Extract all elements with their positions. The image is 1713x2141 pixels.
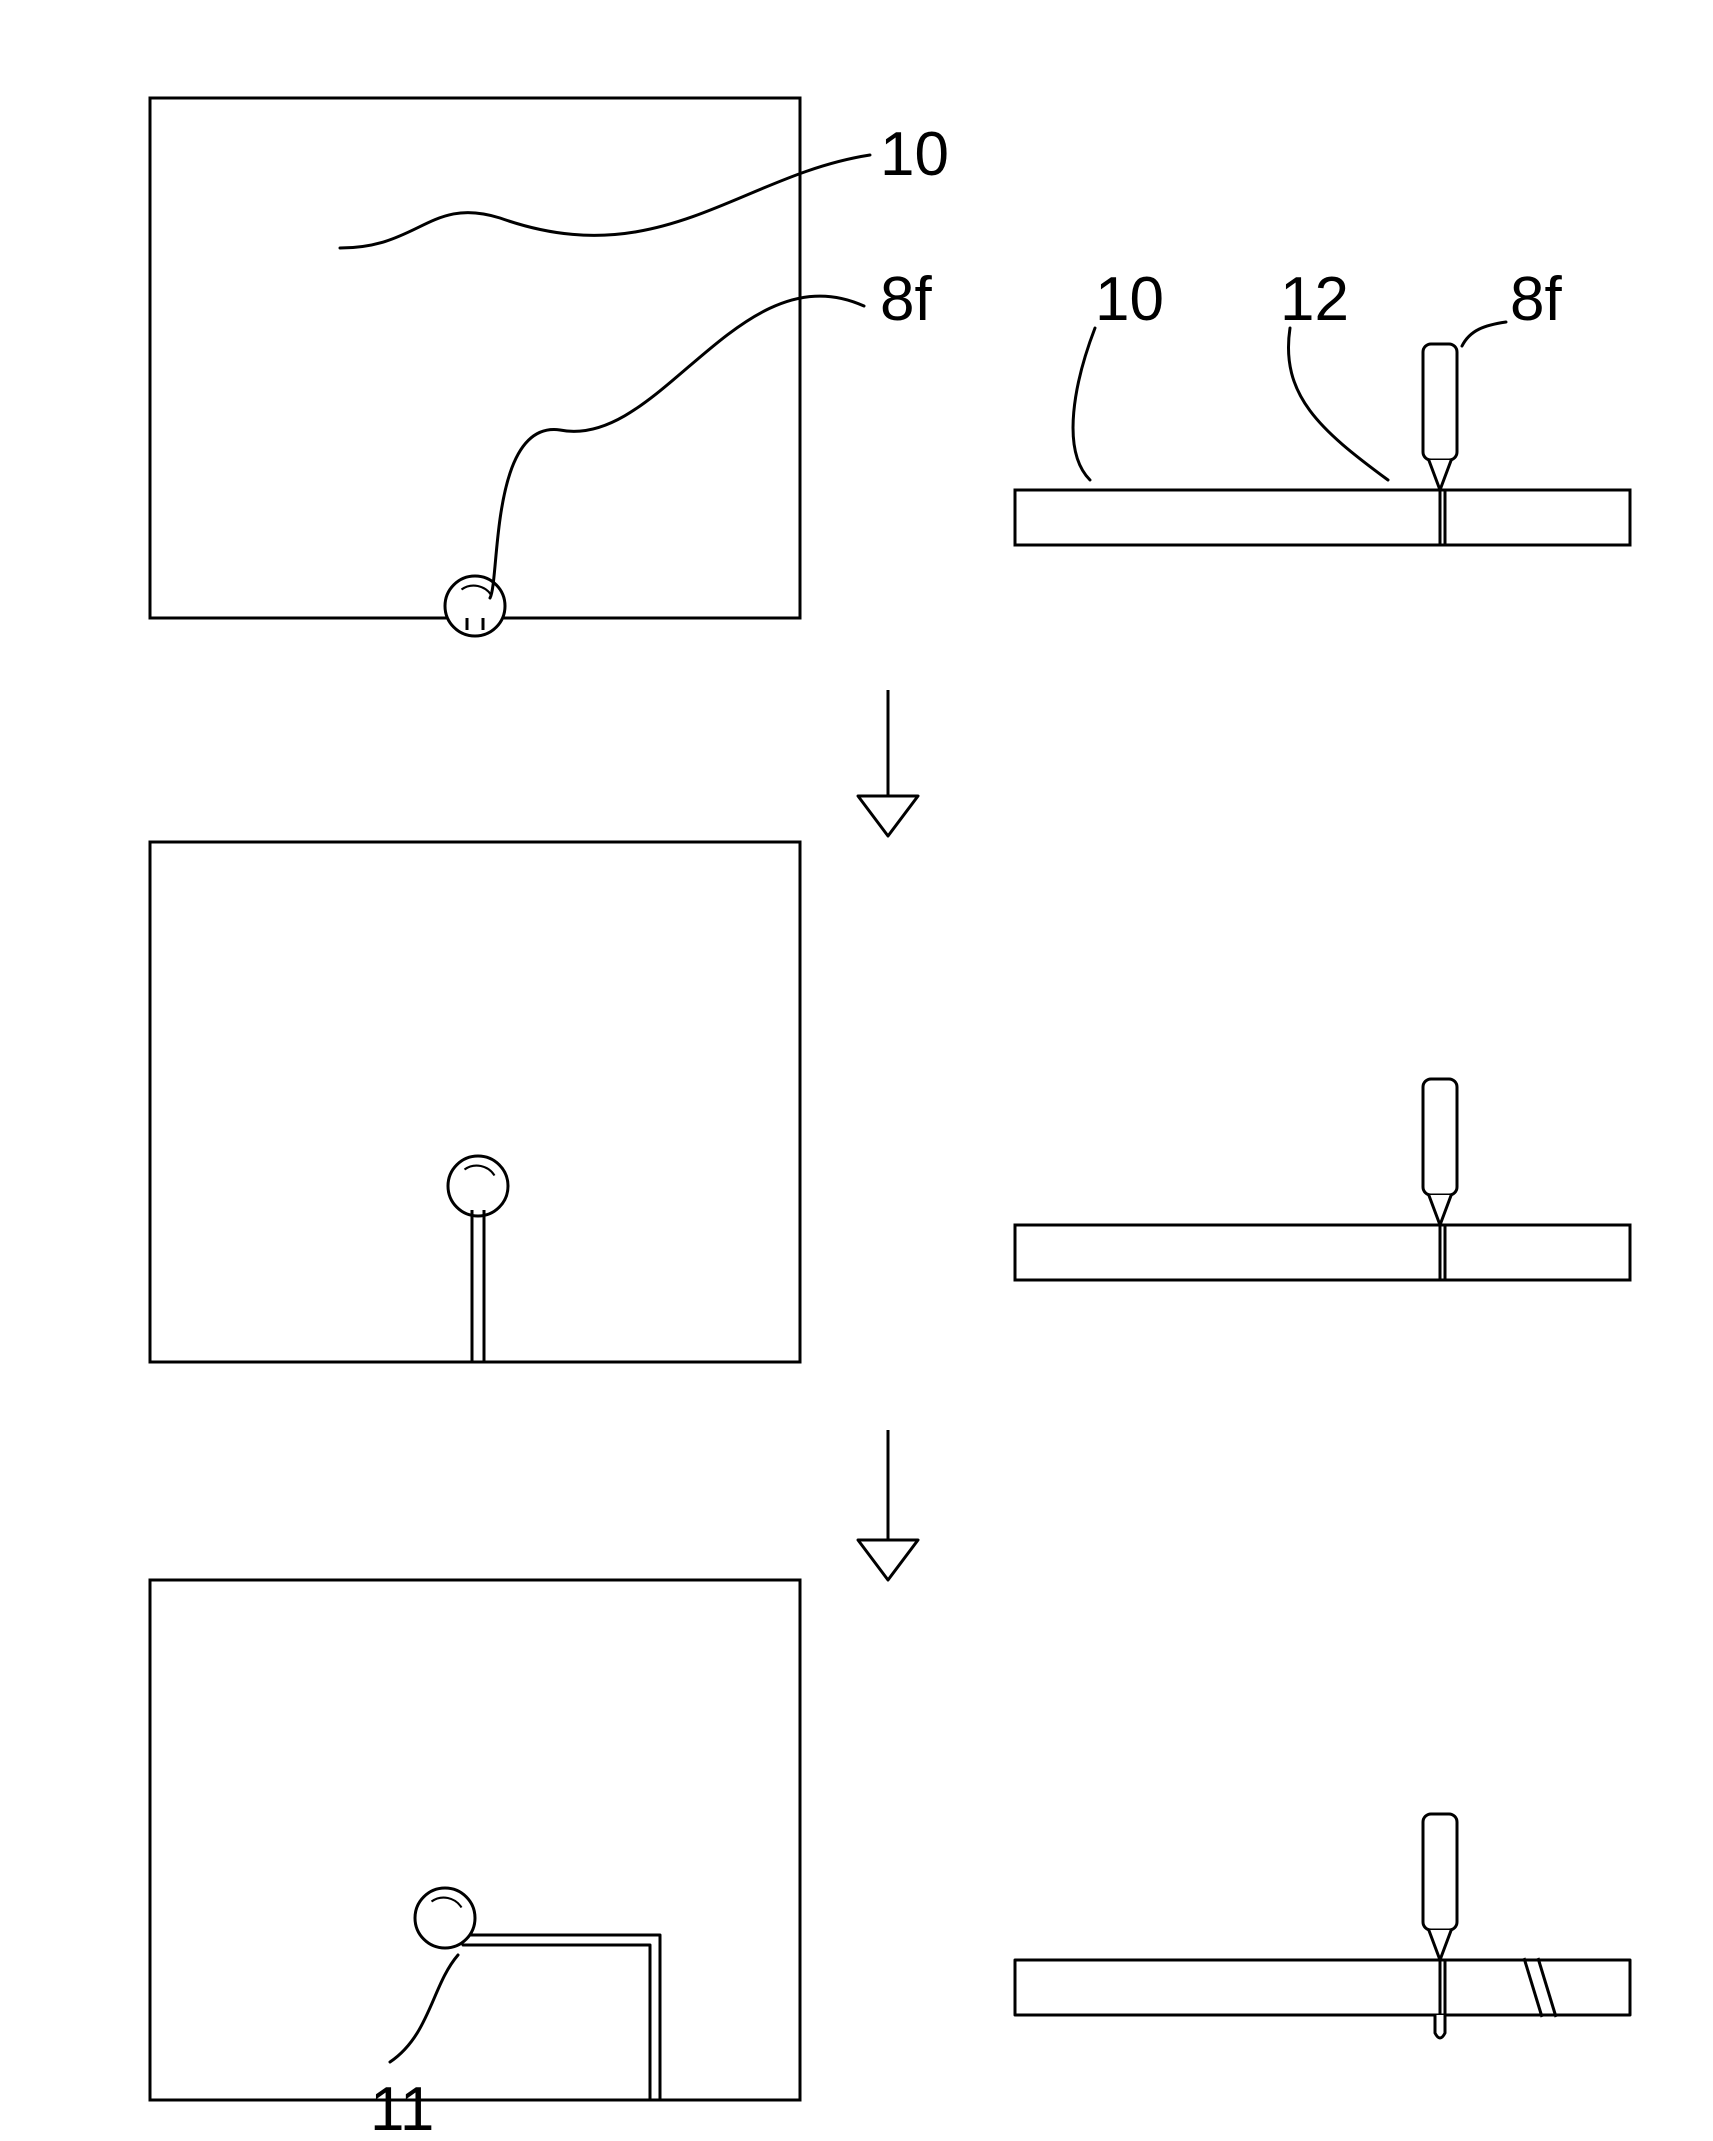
label-r_10: 10 [1095, 265, 1164, 334]
side-1-tool-body [1423, 344, 1457, 460]
arrow-2-head [858, 1540, 918, 1580]
side-3-drip [1435, 2015, 1445, 2038]
side-2-slab [1015, 1225, 1630, 1280]
label-l1_8f: 8f [880, 265, 932, 334]
label-l1_10: 10 [880, 120, 949, 189]
leader-r_12 [1288, 328, 1388, 480]
leader-l3_11 [390, 1955, 458, 2062]
arrow-1-head [858, 796, 918, 836]
side-2-tool-tip [1429, 1195, 1451, 1225]
label-l3_11: 11 [370, 2075, 434, 2141]
panel-2 [150, 842, 800, 1362]
panel-1 [150, 98, 800, 618]
side-2-tool-body [1423, 1079, 1457, 1195]
side-3-tool-body [1423, 1814, 1457, 1930]
panel-3 [150, 1580, 800, 2100]
side-1-tool-tip [1429, 460, 1451, 490]
side-3-tool-tip [1429, 1930, 1451, 1960]
leader-l1_10 [340, 155, 870, 248]
leader-r_10 [1073, 328, 1095, 480]
kerf-3-inner [463, 1945, 650, 2100]
side-1-slab [1015, 490, 1630, 545]
leader-l1_8f [490, 296, 864, 598]
label-r_12: 12 [1280, 265, 1349, 334]
label-r_8f: 8f [1510, 265, 1562, 334]
kerf-3-outer [463, 1935, 660, 2100]
leader-r_8f [1462, 322, 1506, 346]
